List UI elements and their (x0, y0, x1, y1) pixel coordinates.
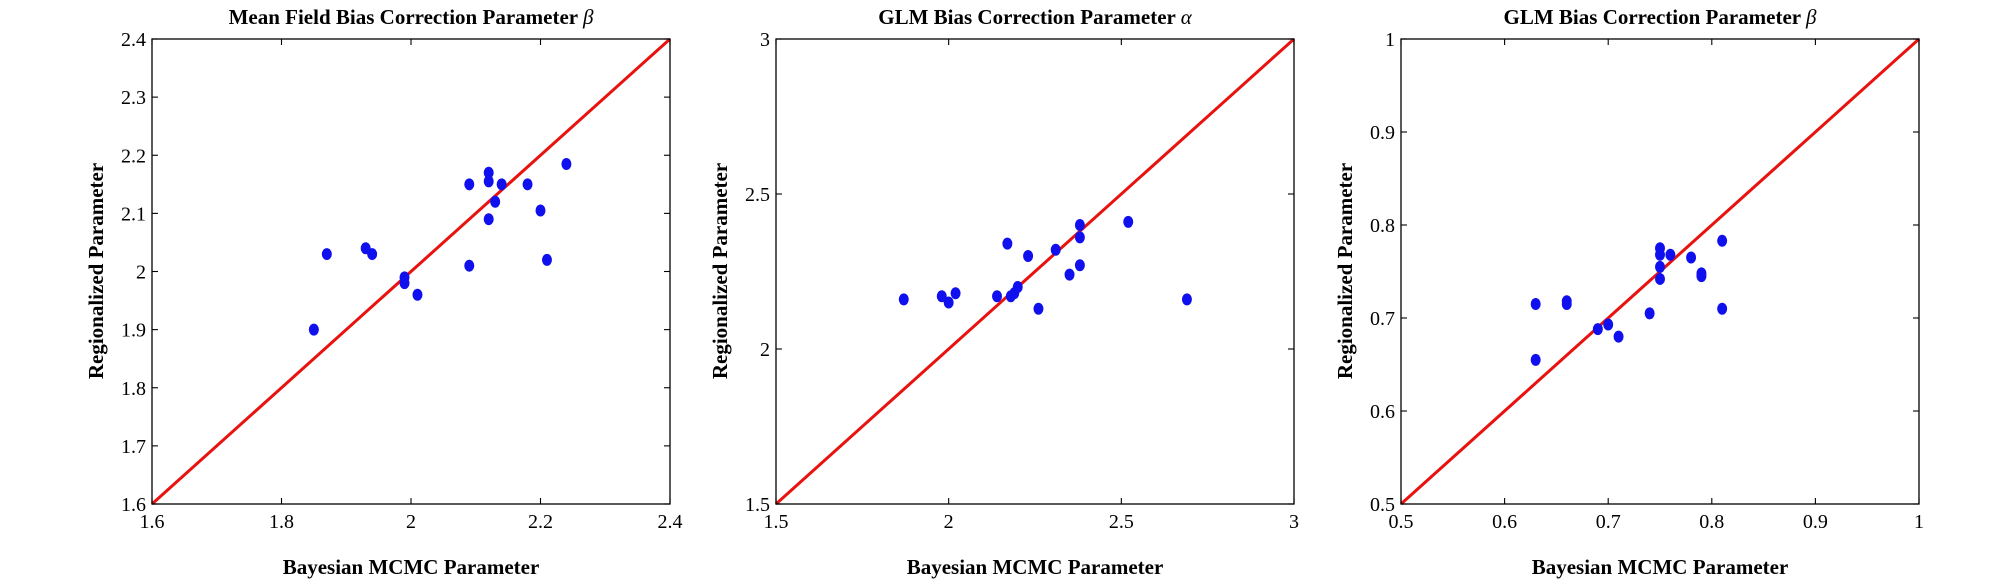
panel-glm-beta: GLM Bias Correction Parameter β Bayesian… (1333, 5, 1924, 579)
x-tick-label: 3 (1289, 511, 1299, 533)
data-point (1064, 268, 1075, 281)
data-point (490, 195, 501, 208)
panel-mean-field-beta: Mean Field Bias Correction Parameter β B… (84, 5, 683, 579)
data-point (496, 178, 507, 191)
data-point (1603, 318, 1614, 331)
y-tick-label: 0.8 (1370, 215, 1395, 237)
y-tick-label: 2 (136, 262, 146, 284)
x-tick-label: 1.8 (269, 511, 294, 533)
x-tick-label: 0.7 (1596, 511, 1621, 533)
data-point (943, 296, 954, 309)
data-point (1613, 330, 1624, 343)
data-point (1002, 237, 1013, 250)
x-tick-label: 1 (1914, 511, 1924, 533)
y-axis-label: Regionalized Parameter (84, 163, 108, 379)
data-point (535, 204, 546, 217)
x-tick-label: 2.2 (528, 511, 553, 533)
x-tick-label: 1.5 (764, 511, 789, 533)
data-point (1644, 307, 1655, 320)
y-tick-label: 3 (760, 29, 770, 51)
data-point (321, 248, 332, 261)
data-point (399, 277, 410, 290)
x-tick-label: 2 (944, 511, 954, 533)
y-tick-label: 1 (1385, 29, 1395, 51)
x-axis-label: Bayesian MCMC Parameter (907, 555, 1164, 579)
data-point (1074, 259, 1085, 272)
panel-glm-alpha: GLM Bias Correction Parameter α Bayesian… (708, 5, 1299, 579)
y-tick-label: 2.3 (121, 87, 146, 109)
data-point (992, 290, 1003, 303)
x-tick-label: 0.6 (1492, 511, 1517, 533)
data-point (483, 213, 494, 226)
x-tick-label: 0.5 (1389, 511, 1414, 533)
data-point (464, 259, 475, 272)
data-point (483, 175, 494, 188)
data-point (1530, 298, 1541, 311)
data-point (898, 293, 909, 306)
data-point (1717, 234, 1728, 247)
data-point (522, 178, 533, 191)
data-point (367, 248, 378, 261)
data-point (1123, 215, 1134, 228)
data-point (1592, 323, 1603, 336)
data-point (1023, 250, 1034, 262)
y-axis-label: Regionalized Parameter (708, 163, 732, 379)
y-tick-label: 0.7 (1370, 308, 1395, 330)
data-point (1050, 243, 1061, 256)
data-point (1686, 251, 1697, 264)
data-point (1181, 293, 1192, 306)
data-point (1033, 302, 1044, 315)
y-tick-label: 2.5 (745, 184, 770, 206)
data-point (1655, 272, 1665, 285)
x-tick-label: 2 (406, 511, 416, 533)
data-point (483, 166, 494, 179)
data-point (1074, 231, 1085, 244)
reference-line (774, 37, 1296, 506)
x-tick-label: 0.8 (1699, 511, 1724, 533)
y-tick-label: 0.6 (1370, 401, 1395, 423)
data-point (541, 253, 552, 266)
data-point (1717, 302, 1728, 315)
y-tick-label: 2 (760, 339, 770, 361)
y-tick-label: 2.4 (121, 29, 146, 51)
data-point (1665, 248, 1676, 261)
y-tick-label: 1.5 (745, 494, 770, 516)
data-point (1655, 260, 1665, 273)
x-tick-label: 2.5 (1109, 511, 1134, 533)
x-tick-label: 1.6 (140, 511, 165, 533)
data-point (1530, 353, 1541, 366)
data-point (1696, 270, 1707, 283)
y-axis-label: Regionalized Parameter (1333, 163, 1357, 379)
x-axis-label: Bayesian MCMC Parameter (283, 555, 540, 579)
data-point (412, 288, 423, 301)
y-tick-label: 2.2 (121, 145, 146, 167)
data-point (308, 323, 319, 336)
data-point (936, 290, 947, 303)
chart-title: GLM Bias Correction Parameter β (1504, 5, 1817, 29)
plot-area (775, 38, 1295, 505)
chart-title: Mean Field Bias Correction Parameter β (229, 5, 594, 29)
y-tick-label: 0.9 (1370, 122, 1395, 144)
data-point (1561, 295, 1572, 308)
data-point (950, 287, 961, 300)
y-tick-label: 1.7 (121, 436, 146, 458)
y-tick-label: 1.9 (121, 320, 146, 342)
reference-line (150, 37, 672, 506)
data-point (1012, 281, 1023, 293)
data-point (1655, 248, 1665, 261)
data-point (464, 178, 475, 191)
data-point (1074, 219, 1085, 231)
plot-area (1400, 38, 1920, 505)
y-tick-label: 2.1 (121, 203, 146, 225)
data-point (561, 157, 572, 170)
y-tick-label: 0.5 (1370, 494, 1395, 516)
y-tick-label: 1.6 (121, 494, 146, 516)
chart-title: GLM Bias Correction Parameter α (878, 5, 1192, 29)
y-tick-label: 1.8 (121, 378, 146, 400)
x-axis-label: Bayesian MCMC Parameter (1532, 555, 1789, 579)
x-tick-label: 2.4 (658, 511, 683, 533)
x-tick-label: 0.9 (1803, 511, 1828, 533)
